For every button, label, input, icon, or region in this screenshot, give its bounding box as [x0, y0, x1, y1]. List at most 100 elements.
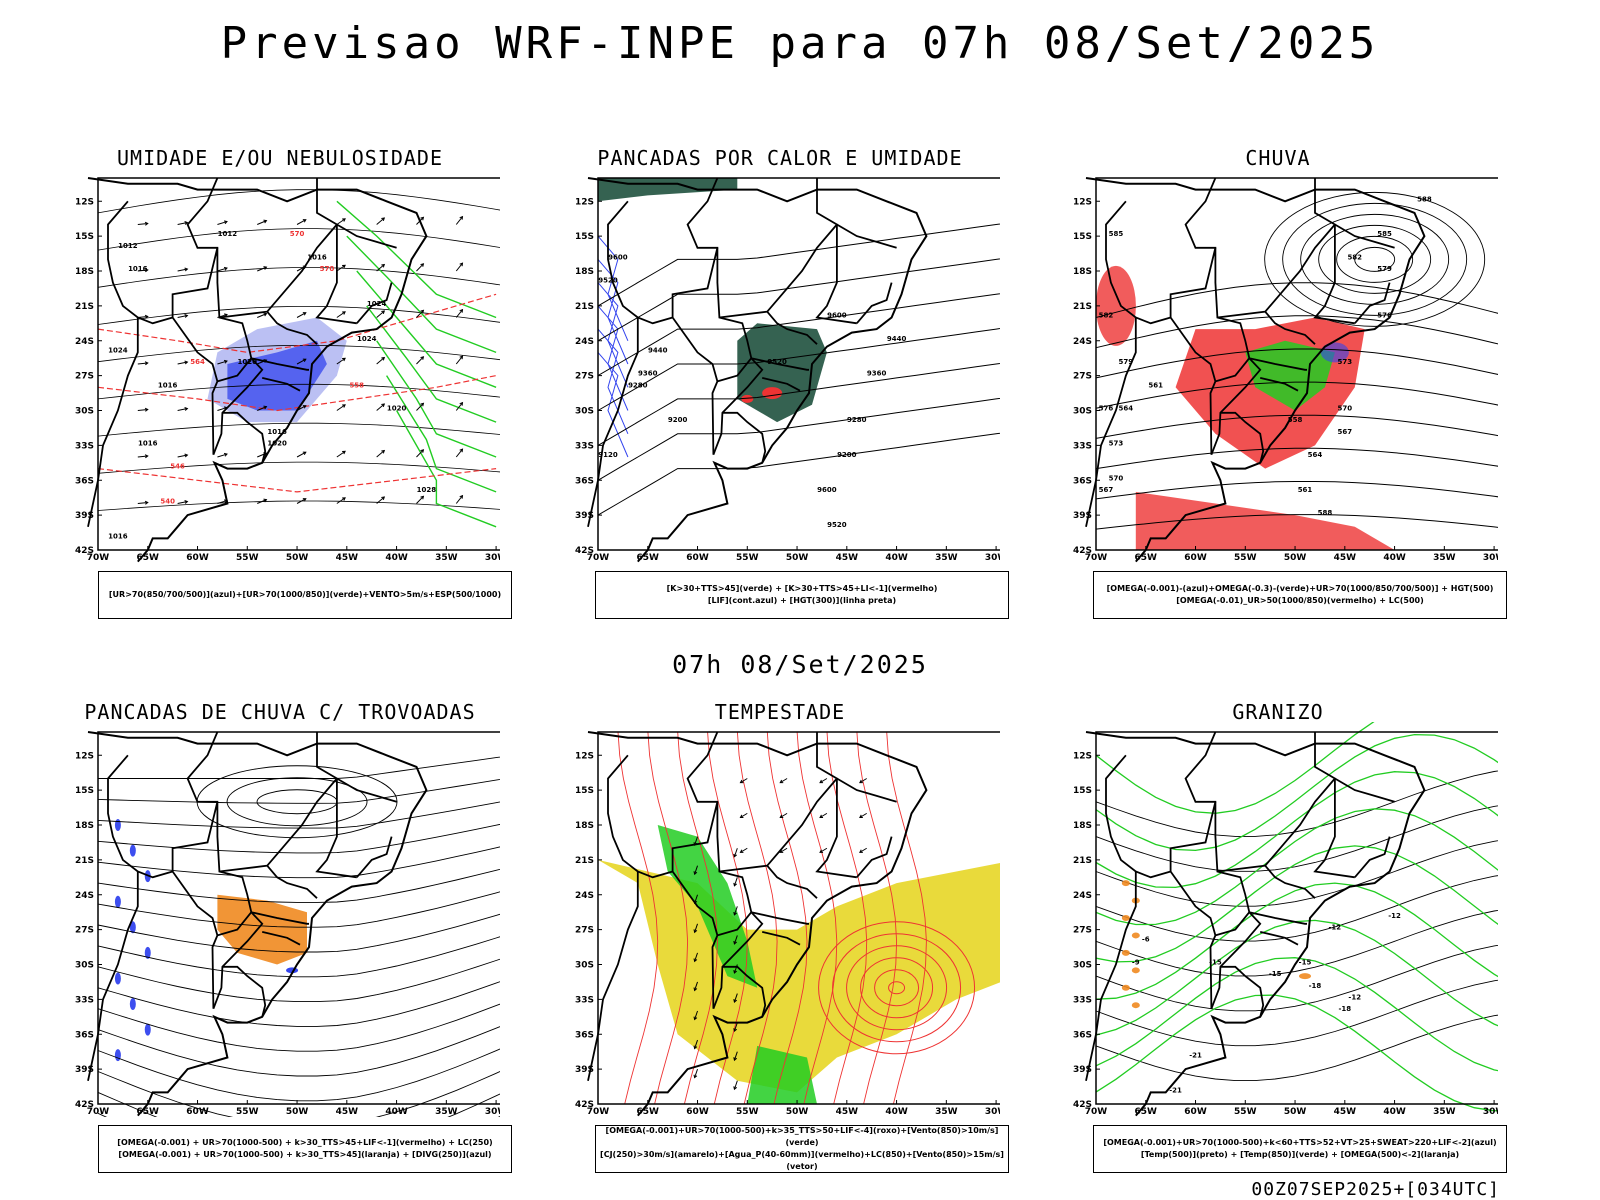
hgt500-contour: [1095, 315, 1498, 349]
wind-vector-head: [223, 452, 228, 457]
lat-tick-label: 39S: [75, 1065, 94, 1075]
contour-label: 9520: [827, 521, 847, 529]
contour-label: 588: [1417, 195, 1432, 203]
lon-tick-label: 60W: [1184, 1107, 1207, 1117]
lat-tick-label: 24S: [75, 337, 94, 347]
wind-vector-head: [459, 308, 464, 313]
lon-tick-label: 40W: [1383, 1107, 1406, 1117]
humidity-green-contour: [395, 410, 497, 528]
lat-tick-label: 42S: [75, 546, 94, 556]
hgt500-contour: [1095, 414, 1498, 439]
lon-tick-label: 60W: [686, 1107, 709, 1117]
coastline: [87, 177, 428, 563]
wind-vector-head: [342, 357, 346, 362]
wind-vector-head: [144, 221, 149, 226]
legend-tempestade: [OMEGA(-0.001)+UR>70(1000-500)+k>35_TTS>…: [595, 1125, 1009, 1173]
wind-vector: [257, 266, 267, 272]
wind-vector: [740, 778, 748, 784]
wind-vector: [694, 1068, 698, 1078]
wind-vector: [137, 409, 148, 411]
contour-label: 1024: [108, 346, 128, 354]
wind-vector: [376, 450, 385, 458]
temp500-contour: [1095, 805, 1498, 872]
wind-vector: [694, 1039, 698, 1049]
lat-tick-label: 33S: [1073, 995, 1092, 1005]
wind-vector: [819, 812, 828, 818]
wind-vector-head: [693, 871, 698, 876]
lc250-streamline: [97, 958, 500, 1003]
wind-vector-head: [144, 361, 149, 366]
humidity-green-contour: [386, 375, 497, 493]
lon-tick-label: 45W: [336, 553, 359, 563]
wind-vector-head: [184, 407, 189, 411]
contour-label: 564: [1308, 451, 1323, 459]
lc250-streamline: [97, 868, 500, 903]
wind-vector-head: [184, 500, 189, 504]
contour-label: 570: [1109, 474, 1124, 482]
lat-tick-label: 18S: [1073, 267, 1092, 277]
contour-label: 573: [1109, 439, 1124, 447]
temp850-contour: [1095, 957, 1498, 1072]
wind-vector: [257, 499, 267, 504]
wind-vector-head: [381, 263, 386, 268]
lat-tick-label: 15S: [1073, 232, 1092, 242]
wind-vector: [859, 778, 867, 784]
lon-tick-label: 70W: [1085, 553, 1108, 563]
lat-tick-label: 27S: [575, 926, 594, 936]
lat-tick-label: 15S: [1073, 786, 1092, 796]
wind-vector-head: [733, 853, 738, 858]
contour-label: 9360: [638, 370, 658, 378]
wind-vector-head: [420, 402, 425, 407]
contour-label: -12: [1329, 924, 1342, 932]
omega500-orange-cell: [1131, 932, 1140, 939]
wind-vector: [819, 847, 828, 853]
humidity-green-contour: [366, 305, 497, 423]
hgt500-contour: [1282, 202, 1468, 316]
humidity-green-contour: [356, 270, 497, 388]
contour-label: 570: [1337, 405, 1352, 413]
instability-red-cell: [762, 387, 783, 400]
contour-label: 1020: [267, 439, 287, 447]
lat-tick-label: 15S: [575, 786, 594, 796]
temp850-contour: [1095, 733, 1498, 852]
lon-tick-label: 35W: [435, 553, 458, 563]
wind-vector-head: [381, 217, 386, 222]
lat-tick-label: 39S: [75, 511, 94, 521]
lat-tick-label: 21S: [75, 302, 94, 312]
temp850-contour: [1095, 882, 1498, 1000]
wind-vector-head: [144, 314, 149, 319]
legend-line: [OMEGA(-0.001)+UR>70(1000-500)+k>35_TTS>…: [605, 1126, 999, 1147]
lon-tick-label: 70W: [87, 1107, 110, 1117]
lon-tick-label: 40W: [885, 1107, 908, 1117]
lon-tick-label: 50W: [286, 1107, 309, 1117]
lon-tick-label: 45W: [1334, 553, 1357, 563]
wind-vector: [733, 993, 738, 1003]
contour-label: -12: [1388, 912, 1401, 920]
lat-tick-label: 21S: [1073, 302, 1092, 312]
wind-vector: [336, 311, 346, 318]
contour-label: 1016: [267, 428, 287, 436]
wind-vector-head: [859, 814, 863, 818]
contour-label: 588: [1318, 509, 1333, 517]
lat-tick-label: 30S: [75, 407, 94, 417]
hgt500-contour: [1095, 514, 1498, 530]
wind-vector: [416, 402, 424, 411]
legend-line: [LIF](cont.azul) + [HGT(300)](linha pret…: [707, 596, 897, 605]
contour-label: 546: [170, 463, 185, 471]
wind-vector-head: [302, 451, 307, 456]
wind-vector: [694, 952, 698, 962]
lon-tick-label: 55W: [236, 1107, 259, 1117]
thickness-red-contour: [97, 468, 497, 493]
lat-tick-label: 30S: [1073, 407, 1092, 417]
map-chuva: 588 585 582 579 576 573 570 567 564 561 588 585 582 5…: [1073, 177, 1498, 563]
lat-tick-label: 27S: [1073, 926, 1092, 936]
lc250-streamline: [97, 846, 500, 879]
contour-label: 1012: [118, 242, 138, 250]
mid-title: 07h 08/Set/2025: [672, 650, 928, 679]
wind-vector: [177, 315, 188, 318]
legend-line: [K>30+TTS>45](verde) + [K>30+TTS>45+LI<-…: [666, 584, 938, 593]
thickness-contour: [97, 422, 500, 437]
thickness-red-contour: [97, 293, 497, 354]
lon-tick-label: 65W: [1135, 553, 1158, 563]
wind-vector-head: [263, 266, 268, 270]
